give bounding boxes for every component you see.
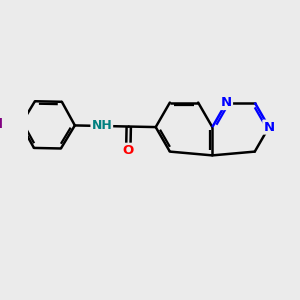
Text: N: N <box>263 121 274 134</box>
Text: N: N <box>221 96 232 109</box>
Text: I: I <box>0 117 3 131</box>
Text: O: O <box>123 144 134 157</box>
Text: NH: NH <box>92 119 112 133</box>
